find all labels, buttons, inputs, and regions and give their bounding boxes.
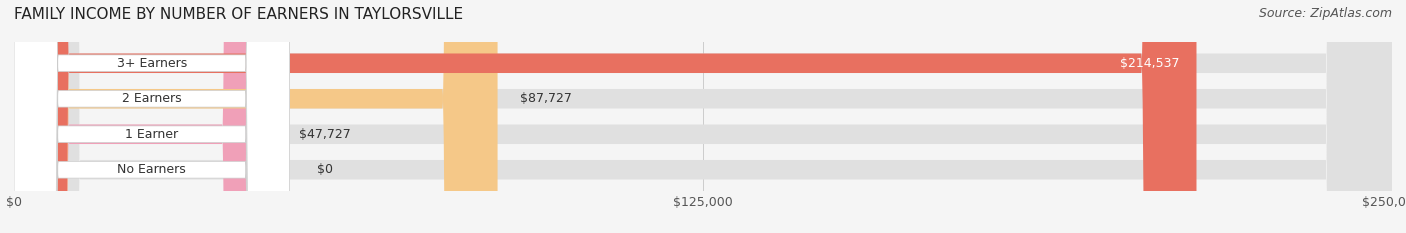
FancyBboxPatch shape	[14, 0, 290, 233]
Text: $47,727: $47,727	[299, 128, 352, 141]
Text: 2 Earners: 2 Earners	[122, 92, 181, 105]
FancyBboxPatch shape	[14, 0, 498, 233]
Text: FAMILY INCOME BY NUMBER OF EARNERS IN TAYLORSVILLE: FAMILY INCOME BY NUMBER OF EARNERS IN TA…	[14, 7, 463, 22]
Text: No Earners: No Earners	[118, 163, 186, 176]
Text: 1 Earner: 1 Earner	[125, 128, 179, 141]
FancyBboxPatch shape	[14, 0, 1392, 233]
Text: $87,727: $87,727	[520, 92, 571, 105]
Text: $0: $0	[318, 163, 333, 176]
Text: $214,537: $214,537	[1121, 57, 1180, 70]
FancyBboxPatch shape	[14, 0, 1392, 233]
FancyBboxPatch shape	[14, 0, 1392, 233]
FancyBboxPatch shape	[14, 0, 290, 233]
FancyBboxPatch shape	[14, 0, 290, 233]
FancyBboxPatch shape	[14, 0, 277, 233]
FancyBboxPatch shape	[14, 0, 290, 233]
FancyBboxPatch shape	[14, 0, 1197, 233]
Text: Source: ZipAtlas.com: Source: ZipAtlas.com	[1258, 7, 1392, 20]
FancyBboxPatch shape	[14, 0, 1392, 233]
Text: 3+ Earners: 3+ Earners	[117, 57, 187, 70]
